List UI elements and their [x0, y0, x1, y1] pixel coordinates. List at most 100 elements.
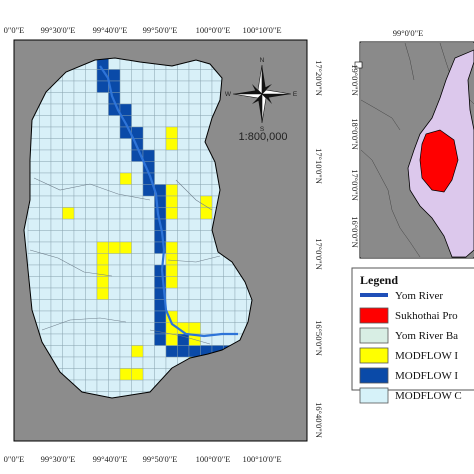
grid-cell	[165, 149, 178, 162]
grid-cell	[62, 299, 75, 312]
grid-cell	[96, 207, 109, 220]
bottom-tick: 99°40'0"E	[93, 454, 128, 464]
grid-cell	[142, 103, 155, 116]
grid-cell	[96, 345, 109, 358]
river-cell	[154, 264, 167, 277]
yellow-cell	[119, 172, 132, 185]
grid-cell	[188, 241, 201, 254]
top-tick: 99°40'0"E	[93, 25, 128, 35]
grid-cell	[108, 264, 121, 277]
grid-cell	[73, 103, 86, 116]
grid-cell	[50, 172, 63, 185]
yellow-cell	[165, 253, 178, 266]
grid-cell	[73, 92, 86, 105]
grid-cell	[188, 172, 201, 185]
grid-cell	[85, 103, 98, 116]
legend-title: Legend	[360, 273, 398, 287]
grid-cell	[39, 149, 52, 162]
grid-cell	[177, 172, 190, 185]
grid-cell	[142, 276, 155, 289]
grid-cell	[154, 172, 167, 185]
grid-cell	[223, 322, 236, 335]
grid-cell	[50, 230, 63, 243]
grid-cell	[96, 379, 109, 392]
grid-cell	[188, 230, 201, 243]
grid-cell	[188, 115, 201, 128]
grid-cell	[119, 322, 132, 335]
grid-cell	[119, 379, 132, 392]
legend-item: MODFLOW C	[359, 387, 462, 404]
legend-box-symbol	[359, 387, 389, 404]
grid-cell	[62, 115, 75, 128]
grid-cell	[96, 172, 109, 185]
yellow-cell	[165, 195, 178, 208]
grid-cell	[188, 103, 201, 116]
top-tick: 99°30'0"E	[41, 25, 76, 35]
river-cell	[188, 345, 201, 358]
grid-cell	[108, 345, 121, 358]
grid-cell	[177, 138, 190, 151]
grid-cell	[73, 322, 86, 335]
grid-cell	[73, 276, 86, 289]
sub-basin-boundaries	[29, 177, 221, 345]
grid-cell	[188, 126, 201, 139]
grid-cell	[73, 241, 86, 254]
grid-cell	[177, 253, 190, 266]
legend-label: Yom River Ba	[395, 330, 458, 342]
grid-cell	[142, 310, 155, 323]
grid-cell	[200, 241, 213, 254]
legend-item: Sukhothai Pro	[359, 307, 458, 324]
grid-cell	[85, 184, 98, 197]
grid-cell	[50, 103, 63, 116]
grid-cell	[73, 287, 86, 300]
grid-cell	[142, 345, 155, 358]
bottom-axis: 0"0"E 99°30'0"E 99°40'0"E 99°50'0"E 100°…	[4, 454, 282, 464]
grid-cell	[119, 92, 132, 105]
grid-cell	[62, 276, 75, 289]
grid-cell	[165, 69, 178, 82]
inset-left-tick: 17°0'0"N	[350, 169, 360, 201]
grid-cell	[119, 345, 132, 358]
legend-item: Yom River	[360, 290, 443, 302]
grid-cell	[96, 161, 109, 174]
grid-cell	[73, 345, 86, 358]
grid-cell	[131, 356, 144, 369]
grid-cell	[177, 207, 190, 220]
grid-cell	[96, 218, 109, 231]
grid-cell	[62, 126, 75, 139]
grid-cell	[119, 184, 132, 197]
yellow-cell	[165, 333, 178, 346]
grid-cell	[50, 161, 63, 174]
grid-cell	[200, 299, 213, 312]
grid-cell	[200, 69, 213, 82]
yellow-cell	[119, 241, 132, 254]
grid-cell	[50, 115, 63, 128]
grid-cell	[108, 379, 121, 392]
grid-cell	[142, 241, 155, 254]
grid-cell	[39, 172, 52, 185]
grid-cell	[131, 103, 144, 116]
grid-cell	[200, 184, 213, 197]
grid-cell	[177, 218, 190, 231]
grid-cell	[73, 172, 86, 185]
grid-cell	[96, 368, 109, 381]
grid-cell	[200, 276, 213, 289]
grid-cell	[96, 195, 109, 208]
grid-cell	[108, 253, 121, 266]
grid-cell	[39, 299, 52, 312]
bottom-tick: 100°0'0"E	[196, 454, 231, 464]
compass-n: N	[260, 57, 265, 64]
grid-cell	[177, 195, 190, 208]
inset-left-tick: 16°0'0"N	[350, 216, 360, 248]
grid-cell	[50, 264, 63, 277]
grid-cell	[39, 241, 52, 254]
yellow-cell	[96, 276, 109, 289]
grid-cell	[73, 115, 86, 128]
right-tick: 17°0'0"N	[314, 238, 324, 270]
grid-cell	[39, 103, 52, 116]
yellow-cell	[200, 195, 213, 208]
river-cell	[142, 149, 155, 162]
yellow-cell	[119, 368, 132, 381]
grid-cell	[131, 276, 144, 289]
